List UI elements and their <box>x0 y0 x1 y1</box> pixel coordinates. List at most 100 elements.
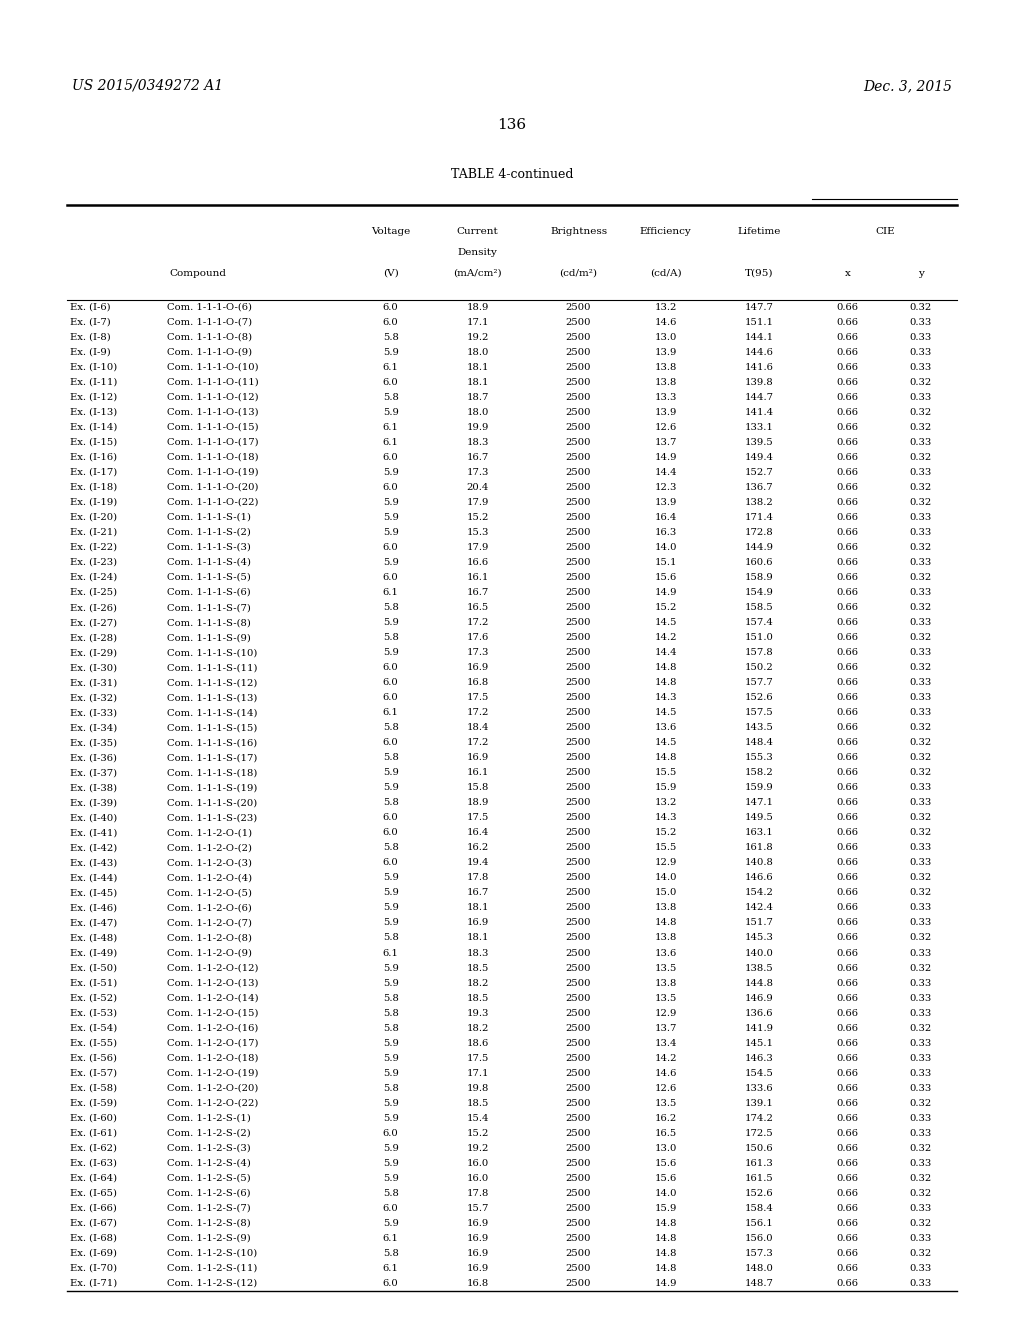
Text: Com. 1-1-1-O-(12): Com. 1-1-1-O-(12) <box>167 393 258 401</box>
Text: 17.5: 17.5 <box>467 1053 488 1063</box>
Text: 0.32: 0.32 <box>909 1143 932 1152</box>
Text: 5.8: 5.8 <box>383 1249 398 1258</box>
Text: 17.9: 17.9 <box>467 543 488 552</box>
Text: Ex. (I-42): Ex. (I-42) <box>70 843 117 853</box>
Text: 0.66: 0.66 <box>837 1098 859 1107</box>
Text: 0.33: 0.33 <box>909 709 932 717</box>
Text: 163.1: 163.1 <box>744 829 774 837</box>
Text: 0.32: 0.32 <box>909 378 932 387</box>
Text: 6.0: 6.0 <box>383 573 398 582</box>
Text: y: y <box>918 268 924 277</box>
Text: 0.33: 0.33 <box>909 318 932 326</box>
Text: 138.5: 138.5 <box>744 964 774 973</box>
Text: 0.66: 0.66 <box>837 453 859 462</box>
Text: 0.66: 0.66 <box>837 1159 859 1168</box>
Text: 2500: 2500 <box>566 964 591 973</box>
Text: 18.1: 18.1 <box>467 363 488 372</box>
Text: 0.32: 0.32 <box>909 1249 932 1258</box>
Text: 0.32: 0.32 <box>909 1173 932 1183</box>
Text: 160.6: 160.6 <box>745 558 773 568</box>
Text: 13.8: 13.8 <box>654 363 677 372</box>
Text: Ex. (I-14): Ex. (I-14) <box>70 422 117 432</box>
Text: 16.7: 16.7 <box>467 587 488 597</box>
Text: 5.8: 5.8 <box>383 1084 398 1093</box>
Text: Com. 1-1-2-O-(1): Com. 1-1-2-O-(1) <box>167 829 252 837</box>
Text: 5.9: 5.9 <box>383 1053 398 1063</box>
Text: 13.9: 13.9 <box>654 408 677 417</box>
Text: 5.9: 5.9 <box>383 1039 398 1048</box>
Text: Com. 1-1-1-S-(7): Com. 1-1-1-S-(7) <box>167 603 251 612</box>
Text: 2500: 2500 <box>566 978 591 987</box>
Text: 0.66: 0.66 <box>837 393 859 401</box>
Text: 0.33: 0.33 <box>909 1279 932 1288</box>
Text: 2500: 2500 <box>566 1114 591 1123</box>
Text: 18.1: 18.1 <box>467 903 488 912</box>
Text: 138.2: 138.2 <box>744 498 774 507</box>
Text: 2500: 2500 <box>566 587 591 597</box>
Text: 6.1: 6.1 <box>383 587 398 597</box>
Text: 18.3: 18.3 <box>467 949 488 957</box>
Text: 154.5: 154.5 <box>744 1069 774 1077</box>
Text: 0.66: 0.66 <box>837 1084 859 1093</box>
Text: 0.33: 0.33 <box>909 1204 932 1213</box>
Text: 158.5: 158.5 <box>744 603 774 612</box>
Text: Ex. (I-57): Ex. (I-57) <box>70 1069 117 1077</box>
Text: 2500: 2500 <box>566 1069 591 1077</box>
Text: 2500: 2500 <box>566 1053 591 1063</box>
Text: 0.66: 0.66 <box>837 1265 859 1272</box>
Text: Ex. (I-16): Ex. (I-16) <box>70 453 117 462</box>
Text: 13.7: 13.7 <box>654 1023 677 1032</box>
Text: 13.8: 13.8 <box>654 903 677 912</box>
Text: 0.33: 0.33 <box>909 513 932 521</box>
Text: 157.3: 157.3 <box>744 1249 774 1258</box>
Text: 0.66: 0.66 <box>837 829 859 837</box>
Text: 0.66: 0.66 <box>837 333 859 342</box>
Text: 2500: 2500 <box>566 648 591 657</box>
Text: Ex. (I-56): Ex. (I-56) <box>70 1053 117 1063</box>
Text: 0.66: 0.66 <box>837 1008 859 1018</box>
Text: 0.33: 0.33 <box>909 1234 932 1243</box>
Text: 0.33: 0.33 <box>909 843 932 853</box>
Text: 15.0: 15.0 <box>654 888 677 898</box>
Text: Com. 1-1-2-S-(1): Com. 1-1-2-S-(1) <box>167 1114 251 1123</box>
Text: 15.1: 15.1 <box>654 558 677 568</box>
Text: 161.3: 161.3 <box>744 1159 774 1168</box>
Text: 149.4: 149.4 <box>744 453 774 462</box>
Text: 6.0: 6.0 <box>383 829 398 837</box>
Text: 171.4: 171.4 <box>744 513 774 521</box>
Text: 5.8: 5.8 <box>383 603 398 612</box>
Text: 0.32: 0.32 <box>909 302 932 312</box>
Text: 136: 136 <box>498 119 526 132</box>
Text: 0.33: 0.33 <box>909 1129 932 1138</box>
Text: (cd/m²): (cd/m²) <box>559 268 598 277</box>
Text: Com. 1-1-1-S-(23): Com. 1-1-1-S-(23) <box>167 813 257 822</box>
Text: Ex. (I-12): Ex. (I-12) <box>70 393 117 401</box>
Text: 17.8: 17.8 <box>467 874 488 882</box>
Text: 0.32: 0.32 <box>909 933 932 942</box>
Text: 6.0: 6.0 <box>383 318 398 326</box>
Text: Ex. (I-19): Ex. (I-19) <box>70 498 117 507</box>
Text: 2500: 2500 <box>566 663 591 672</box>
Text: 146.3: 146.3 <box>744 1053 774 1063</box>
Text: 139.8: 139.8 <box>744 378 774 387</box>
Text: 144.6: 144.6 <box>744 347 774 356</box>
Text: (mA/cm²): (mA/cm²) <box>454 268 502 277</box>
Text: 14.6: 14.6 <box>654 1069 677 1077</box>
Text: Com. 1-1-1-O-(7): Com. 1-1-1-O-(7) <box>167 318 252 326</box>
Text: 17.2: 17.2 <box>467 618 488 627</box>
Text: 17.3: 17.3 <box>467 467 488 477</box>
Text: 13.5: 13.5 <box>654 994 677 1003</box>
Text: 5.9: 5.9 <box>383 964 398 973</box>
Text: 12.9: 12.9 <box>654 1008 677 1018</box>
Text: Ex. (I-37): Ex. (I-37) <box>70 768 117 777</box>
Text: 0.32: 0.32 <box>909 768 932 777</box>
Text: 16.9: 16.9 <box>467 1249 488 1258</box>
Text: Ex. (I-51): Ex. (I-51) <box>70 978 117 987</box>
Text: x: x <box>845 268 851 277</box>
Text: 0.66: 0.66 <box>837 738 859 747</box>
Text: 133.1: 133.1 <box>744 422 774 432</box>
Text: 2500: 2500 <box>566 858 591 867</box>
Text: 2500: 2500 <box>566 1129 591 1138</box>
Text: 0.33: 0.33 <box>909 1039 932 1048</box>
Text: Com. 1-1-1-S-(16): Com. 1-1-1-S-(16) <box>167 738 257 747</box>
